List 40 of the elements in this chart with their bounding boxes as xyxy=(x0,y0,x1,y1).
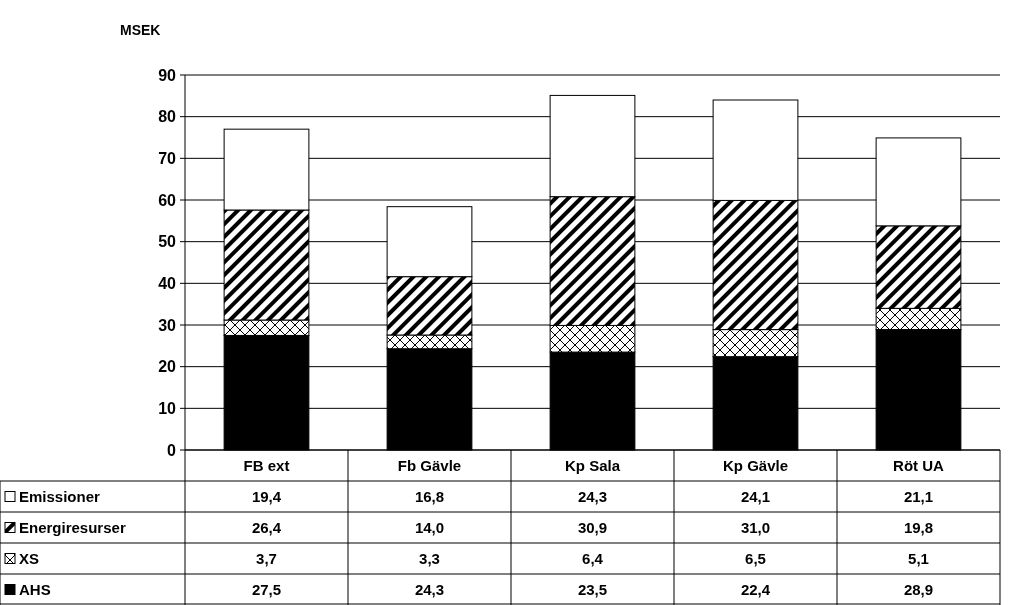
x-tick-label: Röt UA xyxy=(893,456,945,474)
data-label: 22,4 xyxy=(740,580,771,598)
x-tick-label: Kp Gävle xyxy=(722,456,789,474)
data-label: 27,5 xyxy=(251,580,282,598)
y-tick-label: 10 xyxy=(158,399,177,417)
data-label: 19,8 xyxy=(903,518,934,536)
y-tick-label: 80 xyxy=(158,108,177,126)
data-label: 5,1 xyxy=(908,549,929,567)
data-label: 28,9 xyxy=(903,580,934,598)
y-tick-label: 20 xyxy=(158,358,177,376)
y-axis-title: MSEK xyxy=(120,22,161,38)
legend-label: XS xyxy=(19,549,40,567)
data-label: 3,7 xyxy=(256,549,277,567)
data-label: 24,3 xyxy=(414,580,445,598)
data-label: 6,5 xyxy=(745,549,766,567)
data-label: 26,4 xyxy=(251,518,282,536)
y-tick-label: 30 xyxy=(158,316,177,334)
data-label: 31,0 xyxy=(740,518,771,536)
legend-label: Emissioner xyxy=(19,487,101,505)
y-tick-label: 0 xyxy=(167,441,177,459)
data-label: 23,5 xyxy=(577,580,608,598)
data-label: 16,8 xyxy=(414,487,445,505)
data-label: 14,0 xyxy=(414,518,445,536)
data-label: 6,4 xyxy=(582,549,604,567)
x-tick-label: Kp Sala xyxy=(564,456,621,474)
legend-label: AHS xyxy=(19,580,51,598)
data-label: 19,4 xyxy=(251,487,282,505)
data-label: 21,1 xyxy=(903,487,934,505)
x-tick-label: Fb Gävle xyxy=(397,456,462,474)
legend-label: Energiresurser xyxy=(19,518,126,536)
x-tick-label: FB ext xyxy=(243,456,290,474)
y-tick-label: 90 xyxy=(158,66,177,84)
y-tick-label: 60 xyxy=(158,191,177,209)
data-label: 24,1 xyxy=(740,487,771,505)
data-label: 3,3 xyxy=(419,549,440,567)
data-label: 30,9 xyxy=(577,518,608,536)
data-label: 24,3 xyxy=(577,487,608,505)
y-tick-label: 70 xyxy=(158,149,177,167)
y-tick-label: 50 xyxy=(158,233,177,251)
y-tick-label: 40 xyxy=(158,274,177,292)
